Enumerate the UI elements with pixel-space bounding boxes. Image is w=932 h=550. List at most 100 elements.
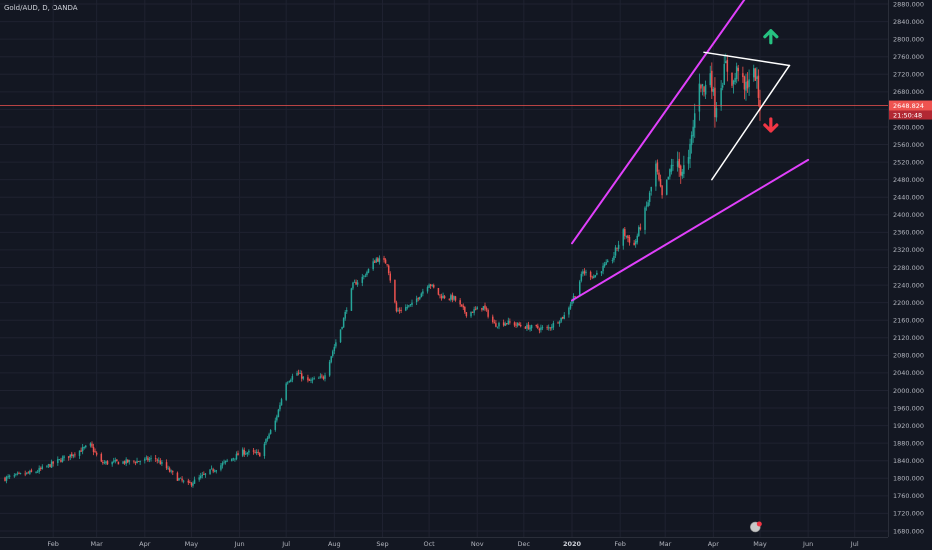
candle-body [474, 308, 477, 310]
candle-body [509, 321, 511, 323]
candle-body [661, 185, 663, 196]
candle-body [592, 276, 595, 279]
arrow-up-icon [763, 29, 779, 45]
candle-body [328, 361, 331, 376]
candle-body [147, 457, 149, 461]
candle-body [83, 447, 85, 448]
candle-body [330, 356, 332, 363]
candle-body [535, 324, 538, 327]
candle-body [319, 376, 322, 378]
candle-body [502, 322, 505, 326]
candle-body [693, 113, 696, 128]
candle-body [389, 273, 391, 281]
candle-body [18, 472, 20, 474]
candle-body [27, 472, 30, 474]
candle-body [692, 126, 694, 137]
candle-body [485, 308, 488, 310]
candle-body [429, 284, 432, 286]
candle-body [711, 70, 713, 92]
candle-body [36, 471, 39, 473]
candle-body [193, 479, 196, 484]
candle-body [625, 236, 628, 237]
y-tick-label: 2760.000 [893, 53, 924, 61]
candle-body [310, 379, 312, 381]
y-tick-label: 2160.000 [893, 317, 924, 325]
candle-body [482, 306, 485, 311]
candle-body [201, 474, 204, 476]
candle-body [549, 327, 552, 329]
y-tick-label: 2360.000 [893, 229, 924, 237]
candle-body [647, 202, 649, 207]
candle-body [484, 305, 486, 309]
candle-body [52, 461, 54, 464]
x-tick-label: Feb [47, 540, 59, 548]
candle-body [583, 271, 586, 274]
candle-body [644, 207, 646, 230]
candle-body [346, 310, 348, 312]
candle-body [199, 475, 202, 478]
candle-body [29, 470, 31, 474]
candle-body [308, 379, 311, 381]
candle-body [571, 300, 573, 304]
candle-body [296, 372, 298, 376]
price-axis[interactable]: 1680.000 1720.000 1760.000 1800.000 1840.000… [889, 0, 932, 535]
candle-body [148, 459, 151, 461]
candle-body [530, 325, 533, 329]
candle-body [648, 192, 651, 202]
x-tick-label: Jun [802, 540, 813, 548]
candle-body [156, 459, 158, 461]
candle-body [203, 474, 205, 475]
candle-body [268, 434, 270, 439]
candle-body [603, 264, 606, 267]
candle-body [248, 450, 250, 453]
candle-body [504, 323, 506, 326]
candle-body [69, 454, 71, 458]
candle-body [307, 377, 309, 381]
y-tick-label: 2480.000 [893, 176, 924, 184]
candle-body [299, 373, 301, 374]
candle-body [602, 265, 604, 272]
candle-body [38, 468, 40, 472]
candle-body [39, 468, 42, 469]
x-tick-label: Apr [708, 540, 720, 548]
candle-body [667, 176, 670, 180]
candle-body [746, 80, 749, 89]
candle-body [611, 260, 614, 261]
candle-body [656, 162, 659, 172]
candle-body [377, 258, 379, 262]
candle-body [398, 309, 401, 311]
y-tick-label: 2120.000 [893, 334, 924, 342]
candle-body [679, 165, 682, 176]
y-tick-label: 2000.000 [893, 387, 924, 395]
candle-body [394, 279, 396, 303]
y-tick-label: 2240.000 [893, 281, 924, 289]
candle-body [41, 466, 44, 469]
triangle-top-line [703, 51, 791, 67]
candle-body [495, 323, 497, 327]
y-tick-label: 1880.000 [893, 439, 924, 447]
candle-body [105, 461, 107, 464]
candle-body [288, 381, 291, 383]
candle-body [61, 457, 64, 462]
candle-body [47, 464, 50, 466]
candle-body [241, 449, 244, 456]
candle-body [353, 282, 356, 283]
candle-body [167, 467, 169, 469]
candle-body [492, 316, 494, 323]
candle-body [476, 307, 478, 310]
candle-body [285, 383, 287, 400]
time-axis[interactable]: Feb Mar Apr May Jun Jul Aug Sep Oct Nov Dec 2020 Feb… [47, 540, 858, 548]
candle-body [589, 271, 592, 278]
candle-body [580, 273, 583, 281]
candle-body [302, 376, 305, 379]
candle-body [246, 452, 249, 454]
candle-body [344, 311, 346, 319]
candle-body [123, 461, 126, 464]
candle-body [383, 257, 385, 260]
candle-body [322, 376, 325, 379]
candle-body [473, 309, 475, 313]
candle-body [658, 172, 660, 180]
candle-body [709, 73, 712, 86]
candle-body [638, 227, 640, 236]
